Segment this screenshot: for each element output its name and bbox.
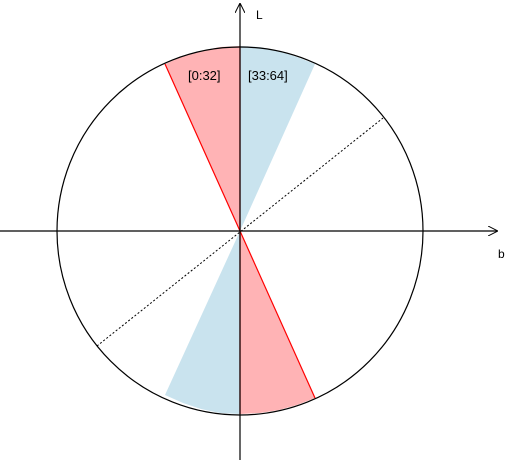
horizontal-axis-label: b [498, 247, 505, 261]
sector-33-64-lower [165, 231, 240, 414]
sector-0-32-lower [240, 231, 315, 414]
sector-33-64-label: [33:64] [248, 68, 288, 83]
sector-33-64-upper [240, 46, 315, 231]
sector-0-32-upper [165, 46, 240, 231]
dashed-diagonal-line [96, 117, 384, 347]
sector-0-32-label: [0:32] [188, 68, 221, 83]
vertical-axis-label: L [256, 8, 263, 22]
